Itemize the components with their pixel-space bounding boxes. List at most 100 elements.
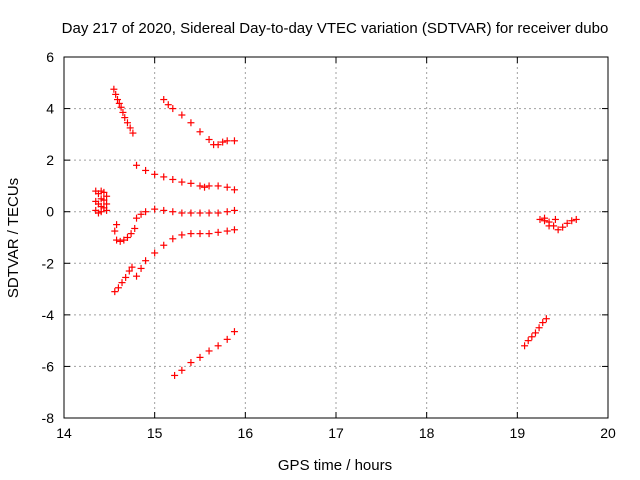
- data-point: [169, 235, 177, 243]
- data-point: [137, 264, 145, 272]
- x-tick-label: 19: [510, 425, 526, 441]
- data-point: [133, 214, 141, 222]
- data-point: [178, 366, 186, 374]
- x-tick-label: 17: [328, 425, 344, 441]
- data-point: [559, 223, 567, 231]
- data-point: [230, 226, 238, 234]
- data-point: [123, 234, 131, 241]
- data-point: [120, 236, 128, 244]
- data-point: [542, 315, 550, 323]
- data-point: [196, 230, 204, 238]
- data-point: [531, 329, 539, 337]
- data-point: [110, 85, 118, 93]
- data-point: [100, 196, 108, 204]
- data-point: [524, 337, 532, 345]
- data-point: [536, 215, 544, 223]
- data-point: [133, 272, 141, 280]
- data-points: [92, 85, 580, 379]
- data-point: [164, 101, 172, 109]
- data-point: [122, 273, 130, 281]
- data-point: [205, 136, 213, 144]
- y-tick-label: 2: [46, 152, 54, 168]
- data-point: [572, 215, 580, 223]
- data-point: [205, 182, 213, 190]
- x-axis-label: GPS time / hours: [278, 457, 392, 474]
- y-tick-label: -2: [42, 255, 55, 271]
- data-point: [160, 173, 168, 181]
- data-point: [142, 257, 150, 265]
- x-tick-label: 20: [600, 425, 616, 441]
- data-point: [205, 230, 213, 238]
- data-point: [223, 137, 231, 145]
- data-point: [178, 111, 186, 119]
- data-point: [205, 347, 213, 355]
- grid-lines: [64, 57, 608, 418]
- data-point: [113, 96, 121, 104]
- data-point: [178, 178, 186, 186]
- data-point: [223, 227, 231, 235]
- data-point: [133, 161, 141, 169]
- data-point: [169, 175, 177, 183]
- data-point: [160, 206, 168, 214]
- data-point: [563, 219, 571, 227]
- data-point: [214, 209, 222, 217]
- chart-title: Day 217 of 2020, Sidereal Day-to-day VTE…: [62, 20, 609, 37]
- y-tick-label: 6: [46, 49, 54, 65]
- data-point: [223, 335, 231, 343]
- data-point: [201, 183, 209, 191]
- data-point: [151, 170, 159, 178]
- data-point: [117, 103, 125, 111]
- data-point: [187, 179, 195, 187]
- data-point: [103, 206, 111, 214]
- data-point: [171, 371, 179, 379]
- data-point: [128, 263, 136, 271]
- data-point: [230, 328, 238, 336]
- data-point: [223, 183, 231, 191]
- data-point: [100, 188, 108, 196]
- data-point: [178, 209, 186, 217]
- data-point: [223, 208, 231, 216]
- data-point: [126, 124, 134, 132]
- data-point: [169, 208, 177, 216]
- data-point: [196, 128, 204, 136]
- data-point: [230, 206, 238, 214]
- y-tick-label: 0: [46, 204, 54, 220]
- data-point: [142, 208, 150, 216]
- data-point: [151, 249, 159, 257]
- data-point: [111, 288, 119, 296]
- data-point: [187, 359, 195, 367]
- data-point: [97, 208, 105, 216]
- data-point: [214, 342, 222, 350]
- x-tick-label: 15: [147, 425, 163, 441]
- data-point: [137, 210, 145, 218]
- data-point: [541, 214, 549, 222]
- data-point: [121, 114, 129, 122]
- data-point: [551, 215, 559, 223]
- y-tick-label: 4: [46, 101, 54, 117]
- data-point: [123, 119, 131, 127]
- x-tick-label: 16: [238, 425, 254, 441]
- data-point: [535, 324, 543, 332]
- data-point: [196, 209, 204, 217]
- data-point: [187, 230, 195, 238]
- data-point: [103, 192, 111, 200]
- data-point: [116, 237, 124, 245]
- data-point: [115, 99, 123, 107]
- data-point: [160, 241, 168, 249]
- data-point: [118, 279, 126, 287]
- data-point: [169, 105, 177, 113]
- data-point: [214, 141, 222, 149]
- x-tick-label: 18: [419, 425, 435, 441]
- data-point: [539, 319, 547, 327]
- data-point: [528, 333, 536, 341]
- data-point: [142, 166, 150, 174]
- data-point: [113, 236, 121, 244]
- data-point: [187, 209, 195, 217]
- axis-ticks: 14 15 16 17 18 19 20 -8 -6 -4 -2 0 2 4 6: [42, 49, 616, 441]
- data-point: [129, 129, 137, 137]
- y-tick-label: -4: [42, 307, 55, 323]
- y-tick-label: -6: [42, 358, 55, 374]
- data-point: [178, 231, 186, 239]
